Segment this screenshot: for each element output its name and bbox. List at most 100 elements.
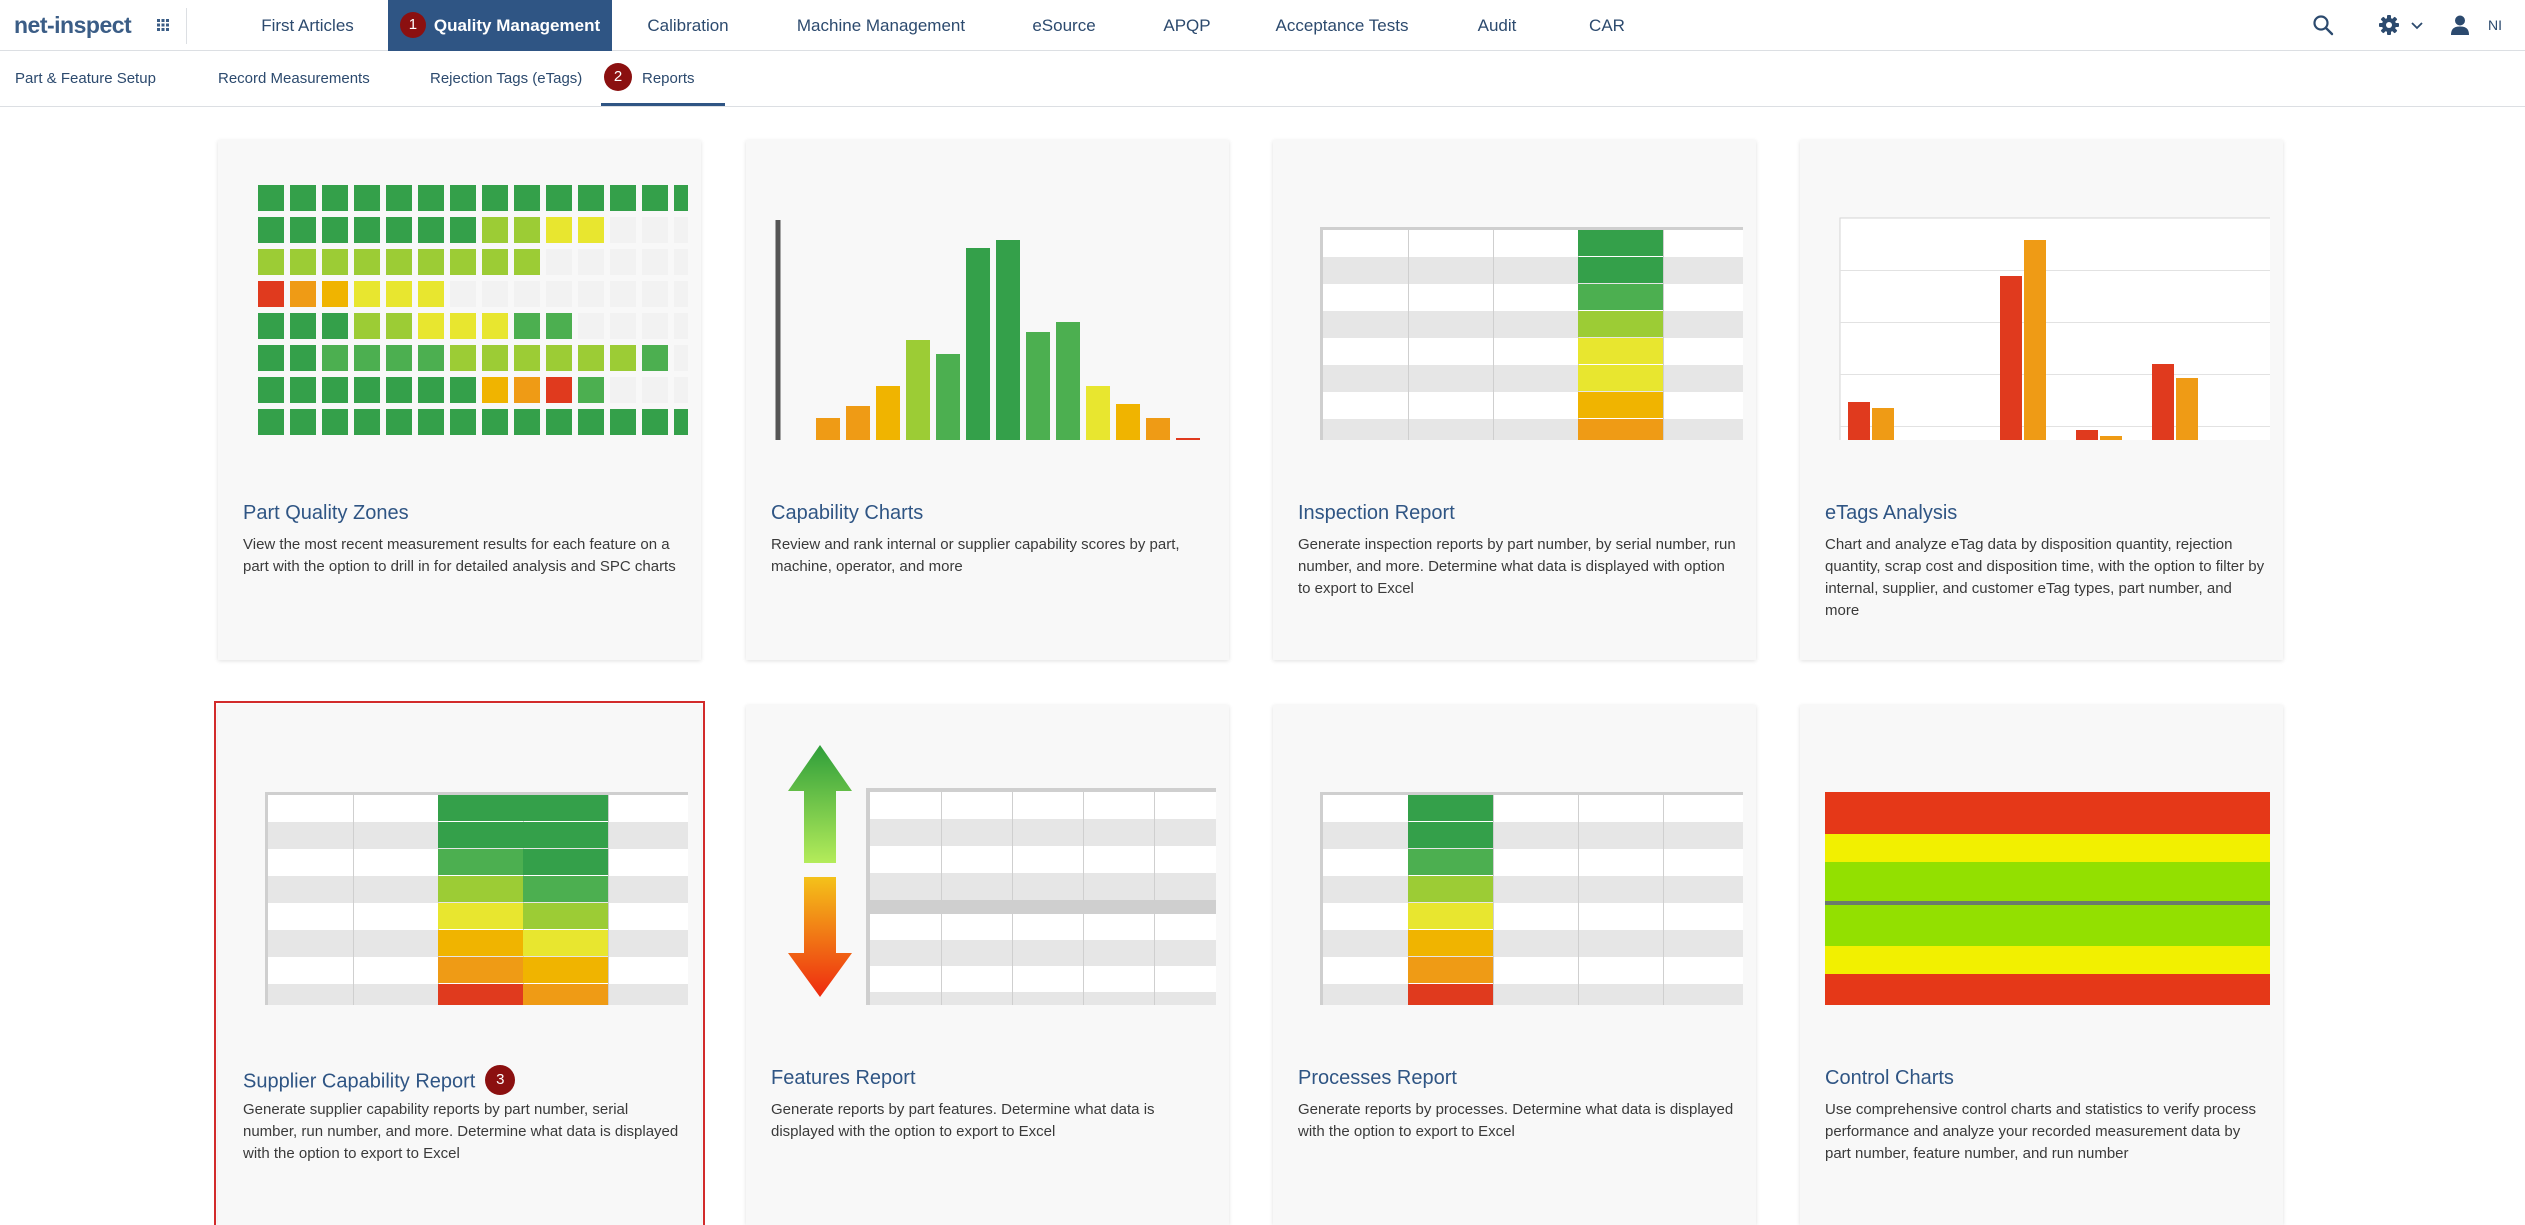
table-highlight-cell: [1408, 876, 1493, 902]
table-highlight-cell: [523, 822, 608, 848]
control-band: [1825, 862, 2270, 904]
table-gridline: [1493, 795, 1494, 1005]
subnav-record-measurements[interactable]: Record Measurements: [218, 70, 370, 87]
card-control-charts[interactable]: Control Charts Use comprehensive control…: [1800, 705, 2283, 1225]
etag-bar: [2100, 436, 2122, 440]
table-highlight-cell: [438, 795, 523, 821]
heat-cell: [322, 185, 348, 211]
heat-cell: [290, 345, 316, 371]
nav-acceptance-tests[interactable]: Acceptance Tests: [1275, 16, 1409, 35]
card-title: Supplier Capability Report 3: [243, 1065, 516, 1097]
etag-bar: [2176, 378, 2198, 440]
user-icon[interactable]: [2449, 14, 2471, 36]
table-highlight-cell: [1578, 338, 1663, 364]
subnav-rejection-tags[interactable]: Rejection Tags (eTags): [430, 70, 583, 87]
card-part-quality-zones[interactable]: Part Quality Zones View the most recent …: [218, 140, 701, 660]
apps-grid-icon[interactable]: [157, 19, 169, 31]
nav-quality-management[interactable]: 1 Quality Management: [388, 0, 612, 51]
up-arrow-icon: [788, 745, 852, 863]
heat-cell: [418, 313, 444, 339]
heat-cell: [642, 281, 668, 307]
control-charts-thumbnail: [1825, 792, 2270, 1005]
card-processes-report[interactable]: Processes Report Generate reports by pro…: [1273, 705, 1756, 1225]
card-supplier-capability-report[interactable]: Supplier Capability Report 3 Generate sup…: [214, 701, 705, 1225]
table-gridline: [1154, 792, 1155, 1005]
heat-cell: [514, 345, 540, 371]
heat-cell: [482, 249, 508, 275]
user-initials[interactable]: NI: [2488, 17, 2502, 33]
step-badge: 1: [399, 11, 426, 38]
heat-cell: [354, 313, 380, 339]
table-highlight-cell: [1578, 284, 1663, 310]
table-row: [1323, 338, 1743, 365]
card-description: Generate inspection reports by part numb…: [1298, 536, 1736, 597]
card-title: Processes Report: [1298, 1067, 1457, 1089]
heat-cell: [610, 377, 636, 403]
heat-cell: [674, 217, 688, 243]
heat-cell: [610, 409, 636, 435]
control-band: [1825, 792, 2270, 834]
card-etags-analysis[interactable]: eTags Analysis Chart and analyze eTag da…: [1800, 140, 2283, 660]
table-highlight-cell: [438, 822, 523, 848]
nav-apqp[interactable]: APQP: [1163, 16, 1211, 35]
heat-cell: [674, 345, 688, 371]
table-row: [870, 819, 1216, 846]
heat-cell: [290, 281, 316, 307]
nav-car[interactable]: CAR: [1589, 16, 1625, 35]
heat-cell: [450, 409, 476, 435]
card-features-report[interactable]: Features Report Generate reports by part…: [746, 705, 1229, 1225]
heat-cell: [578, 409, 604, 435]
card-description: Chart and analyze eTag data by dispositi…: [1825, 536, 2265, 619]
part-quality-zones-thumbnail: [258, 185, 688, 435]
subnav-reports[interactable]: 2 Reports: [601, 51, 725, 106]
heat-cell: [482, 185, 508, 211]
table-highlight-cell: [1408, 930, 1493, 956]
nav-first-articles[interactable]: First Articles: [261, 16, 354, 35]
table-row: [870, 792, 1216, 819]
heat-cell: [386, 313, 412, 339]
gear-icon[interactable]: [2378, 14, 2400, 36]
histogram-bar: [1146, 418, 1170, 440]
heat-cell: [642, 345, 668, 371]
net-inspect-logo[interactable]: net-inspect: [14, 12, 132, 38]
heat-cell: [514, 217, 540, 243]
heat-cell: [482, 345, 508, 371]
chevron-down-icon[interactable]: [2410, 14, 2424, 36]
control-band: [1825, 834, 2270, 862]
etag-bar: [2076, 430, 2098, 440]
table-highlight-cell: [1578, 419, 1663, 440]
heat-cell: [386, 217, 412, 243]
etags-analysis-thumbnail: [1839, 217, 2270, 440]
nav-divider: [186, 8, 187, 44]
nav-audit[interactable]: Audit: [1477, 16, 1517, 35]
table-highlight-cell: [523, 849, 608, 875]
heat-cell: [418, 281, 444, 307]
etag-bar: [1848, 402, 1870, 440]
search-icon[interactable]: [2312, 14, 2334, 36]
heat-cell: [546, 281, 572, 307]
table-highlight-cell: [1408, 849, 1493, 875]
subnav-part-feature-setup[interactable]: Part & Feature Setup: [15, 70, 156, 87]
histogram-bar: [816, 418, 840, 440]
table-row: [870, 940, 1216, 966]
heat-cell: [354, 217, 380, 243]
table-row: [1323, 903, 1743, 930]
nav-calibration[interactable]: Calibration: [647, 16, 729, 35]
heat-cell: [578, 185, 604, 211]
heat-cell: [642, 377, 668, 403]
table-highlight-cell: [1408, 903, 1493, 929]
heat-cell: [354, 377, 380, 403]
table-row: [1323, 930, 1743, 957]
heat-cell: [322, 217, 348, 243]
histogram-bar: [876, 386, 900, 440]
table-gridline: [1012, 792, 1013, 1005]
card-capability-charts[interactable]: Capability Charts Review and rank intern…: [746, 140, 1229, 660]
heat-cell: [354, 249, 380, 275]
heat-cell: [610, 185, 636, 211]
heat-cell: [290, 249, 316, 275]
chart-background: [1839, 217, 2270, 440]
nav-machine-management[interactable]: Machine Management: [796, 16, 966, 35]
card-title: Part Quality Zones: [243, 502, 409, 524]
nav-esource[interactable]: eSource: [1032, 16, 1096, 35]
card-inspection-report[interactable]: Inspection Report Generate inspection re…: [1273, 140, 1756, 660]
